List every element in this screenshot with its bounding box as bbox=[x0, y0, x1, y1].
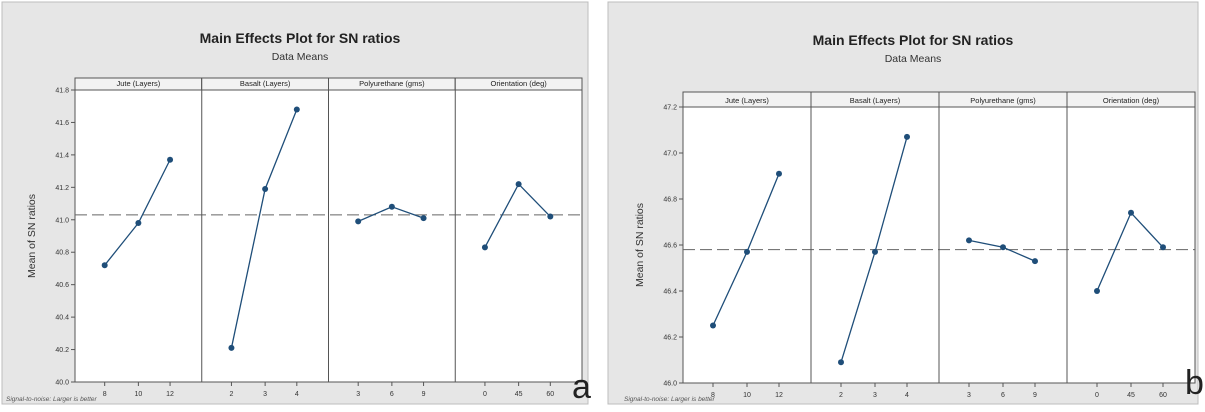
chart-a-panel-header-label: Polyurethane (gms) bbox=[359, 79, 425, 88]
chart-a-xtick-label: 9 bbox=[422, 391, 426, 398]
chart-a-ytick-label: 40.2 bbox=[55, 347, 69, 354]
chart-b-data-point bbox=[776, 170, 782, 177]
chart-a-subtitle: Data Means bbox=[272, 51, 329, 63]
chart-b-xtick-label: 3 bbox=[967, 392, 971, 399]
chart-b-panel-header-label: Jute (Layers) bbox=[725, 96, 769, 105]
chart-a-data-point bbox=[481, 244, 488, 251]
chart-b-ylabel: Mean of SN ratios bbox=[634, 203, 646, 287]
chart-b-xtick-label: 2 bbox=[839, 392, 843, 399]
chart-b-data-point bbox=[966, 237, 972, 244]
chart-a-data-point bbox=[262, 185, 269, 192]
chart-b-footnote: Signal-to-noise: Larger is better bbox=[624, 396, 716, 403]
chart-b-ytick-label: 46.6 bbox=[663, 243, 677, 250]
chart-a-xtick-label: 3 bbox=[263, 391, 267, 398]
chart-a-xtick-label: 0 bbox=[483, 391, 487, 398]
chart-b-xtick-label: 60 bbox=[1159, 392, 1167, 399]
chart-b-xtick-label: 6 bbox=[1001, 392, 1005, 399]
chart-b-ytick-label: 47.0 bbox=[663, 151, 677, 158]
chart-b-panel-header bbox=[1066, 91, 1196, 108]
chart-b-xtick-label: 45 bbox=[1127, 392, 1135, 399]
chart-b-panel-header-label: Polyurethane (gms) bbox=[970, 96, 1036, 105]
figure-label-b: b bbox=[1185, 364, 1204, 402]
figure-label-a: a bbox=[572, 368, 591, 406]
chart-a-data-point bbox=[420, 215, 427, 222]
chart-a-panel-header bbox=[454, 77, 583, 91]
chart-a-ytick-label: 41.6 bbox=[55, 120, 69, 127]
chart-a: Main Effects Plot for SN ratios Data Mean… bbox=[0, 0, 600, 407]
chart-a-panel-header-label: Jute (Layers) bbox=[116, 79, 160, 88]
chart-b-data-point bbox=[838, 359, 844, 366]
chart-a-xtick-label: 2 bbox=[229, 391, 233, 398]
chart-b-panel-header-label: Basalt (Layers) bbox=[850, 96, 901, 105]
chart-a-ytick-label: 40.6 bbox=[55, 282, 69, 289]
chart-b-data-point bbox=[744, 248, 750, 255]
chart-a-panel-header-label: Basalt (Layers) bbox=[240, 79, 291, 88]
chart-b-data-point bbox=[1000, 244, 1006, 251]
chart-a-xtick-label: 3 bbox=[356, 391, 360, 398]
chart-a-ytick-label: 41.0 bbox=[55, 217, 69, 224]
chart-a-ytick-label: 41.4 bbox=[55, 152, 69, 159]
chart-a-data-point bbox=[547, 213, 554, 220]
chart-a-data-point bbox=[388, 203, 395, 210]
chart-b-xtick-label: 3 bbox=[873, 392, 877, 399]
chart-b-ytick-label: 47.2 bbox=[663, 105, 677, 112]
chart-a-ytick-label: 41.2 bbox=[55, 185, 69, 192]
chart-a-data-point bbox=[101, 262, 108, 269]
chart-b-xtick-label: 0 bbox=[1095, 392, 1099, 399]
chart-b-ytick-label: 46.8 bbox=[663, 197, 677, 204]
chart-a-xtick-label: 45 bbox=[515, 391, 523, 398]
chart-b-data-point bbox=[1094, 288, 1100, 294]
chart-a-xtick-label: 8 bbox=[103, 391, 107, 398]
chart-a-xtick-label: 12 bbox=[166, 391, 174, 398]
chart-b-svg: Main Effects Plot for SN ratios Data Mean… bbox=[607, 1, 1199, 405]
chart-a-xtick-label: 10 bbox=[134, 391, 142, 398]
chart-a-ytick-label: 40.8 bbox=[55, 250, 69, 257]
chart-a-data-point bbox=[293, 106, 300, 113]
chart-a-ytick-label: 40.4 bbox=[55, 315, 69, 322]
chart-a-ytick-label: 41.8 bbox=[55, 88, 69, 95]
chart-b-data-point bbox=[904, 133, 910, 140]
chart-a-ytick-label: 40.0 bbox=[55, 380, 69, 387]
chart-a-svg: Main Effects Plot for SN ratios Data Mean… bbox=[1, 1, 589, 405]
chart-a-title: Main Effects Plot for SN ratios bbox=[200, 30, 401, 46]
chart-b-xtick-label: 9 bbox=[1033, 392, 1037, 399]
chart-b-data-point bbox=[872, 248, 878, 255]
chart-a-footnote: Signal-to-noise: Larger is better bbox=[6, 396, 98, 403]
chart-a-xtick-label: 6 bbox=[390, 391, 394, 398]
chart-a-data-point bbox=[515, 181, 522, 188]
chart-a-data-point bbox=[135, 220, 142, 227]
chart-b-ytick-label: 46.2 bbox=[663, 335, 677, 342]
chart-a-data-point bbox=[167, 156, 174, 163]
chart-a-panel-header-label: Orientation (deg) bbox=[490, 79, 547, 88]
chart-b-xtick-label: 12 bbox=[775, 392, 783, 399]
chart-b-xtick-label: 10 bbox=[743, 392, 751, 399]
chart-b-data-point bbox=[1160, 244, 1166, 251]
chart-b-title: Main Effects Plot for SN ratios bbox=[813, 32, 1014, 48]
chart-b-xtick-label: 8 bbox=[711, 392, 715, 399]
chart-b-data-point bbox=[1032, 258, 1038, 265]
chart-b-subtitle: Data Means bbox=[885, 53, 942, 65]
chart-b-data-point bbox=[710, 322, 716, 329]
chart-b-xtick-label: 4 bbox=[905, 392, 909, 399]
chart-b-ytick-label: 46.4 bbox=[663, 289, 677, 296]
chart-a-xtick-label: 60 bbox=[546, 391, 554, 398]
chart-b-ytick-label: 46.0 bbox=[663, 381, 677, 388]
chart-a-data-point bbox=[355, 218, 362, 225]
chart-b: Main Effects Plot for SN ratios Data Mean… bbox=[606, 0, 1205, 407]
chart-b-data-point bbox=[1128, 209, 1134, 216]
chart-b-panel-header-label: Orientation (deg) bbox=[1103, 96, 1160, 105]
chart-a-ylabel: Mean of SN ratios bbox=[26, 194, 38, 278]
chart-a-xtick-label: 4 bbox=[295, 391, 299, 398]
chart-a-data-point bbox=[228, 344, 235, 351]
